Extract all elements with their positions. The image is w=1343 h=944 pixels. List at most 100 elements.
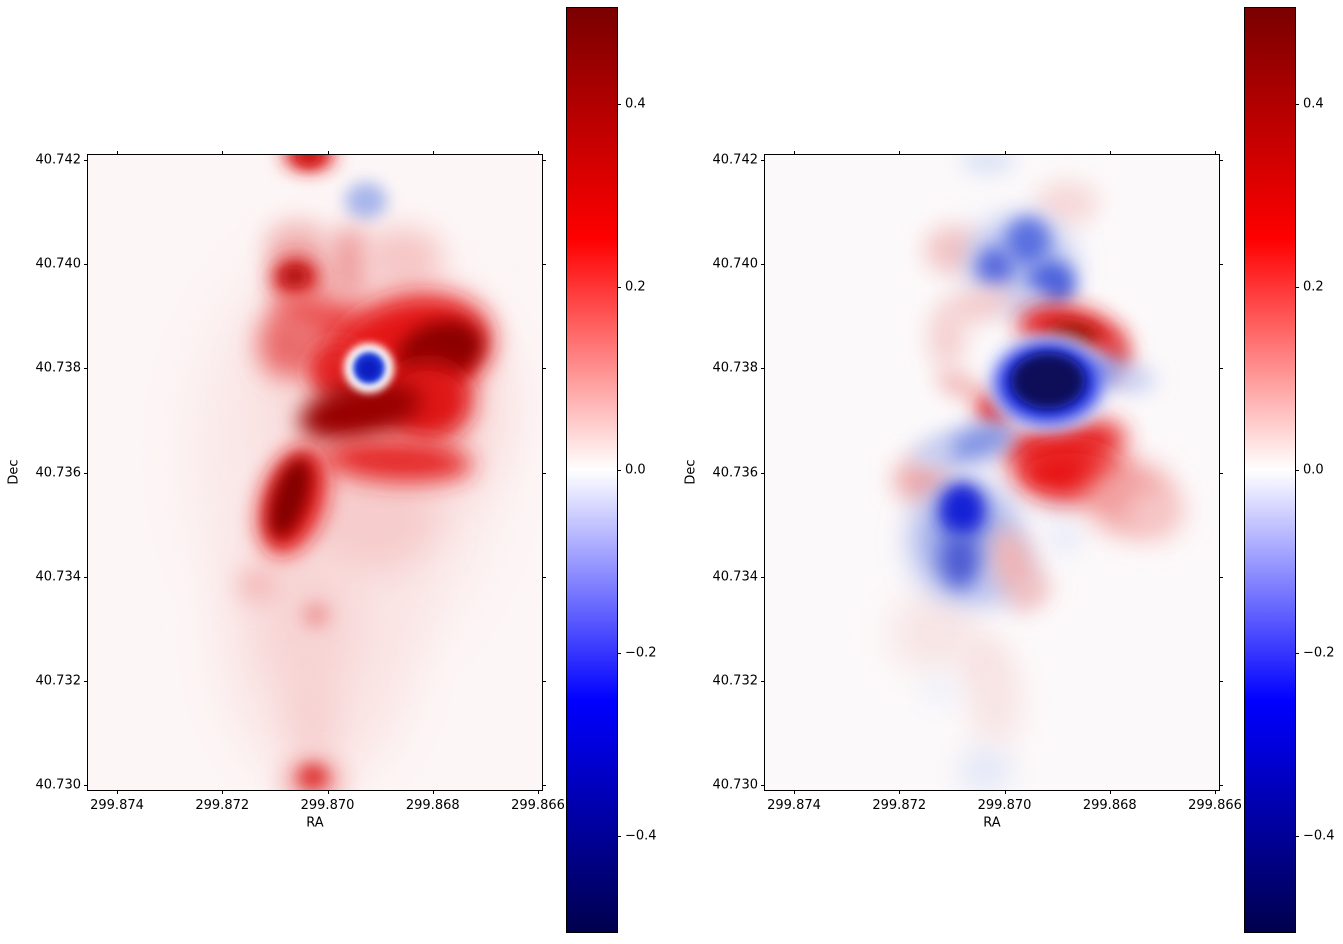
y-tick-label: 40.736: [712, 465, 759, 480]
right-heatmap-image: [890, 155, 1183, 790]
y-tick-mark: [761, 680, 765, 682]
y-tick-mark-right: [1219, 680, 1223, 682]
colorbar-tick-label: 0.4: [625, 96, 646, 112]
y-tick-label: 40.732: [712, 673, 759, 689]
y-tick-mark-right: [542, 368, 546, 370]
y-tick-label: 40.734: [712, 569, 759, 585]
heatmap-blob: [960, 155, 1016, 175]
colorbar-tick-mark: [1295, 470, 1299, 471]
x-tick-label: 299.872: [195, 798, 250, 813]
x-tick-mark: [432, 790, 434, 794]
heatmap-blob: [939, 483, 985, 537]
x-tick-label: 299.870: [300, 798, 355, 813]
x-tick-mark-top: [327, 151, 329, 155]
heatmap-blob: [269, 457, 311, 539]
colorbar-tick-mark: [617, 287, 621, 289]
y-tick-mark-right: [542, 576, 546, 578]
y-tick-mark: [84, 785, 88, 787]
heatmap-blob: [298, 468, 438, 572]
x-tick-mark-top: [432, 151, 434, 155]
y-tick-mark: [761, 160, 765, 161]
y-tick-mark-right: [1219, 785, 1223, 787]
heatmap-blob: [298, 764, 328, 790]
heatmap-blob: [296, 155, 322, 165]
colorbar-tick-mark: [1295, 287, 1299, 289]
colorbar-tick-label: 0.2: [1303, 279, 1324, 295]
heatmap-blob: [323, 439, 473, 483]
left-heatmap-image: [193, 155, 508, 790]
colorbar-tick-mark: [1295, 652, 1299, 654]
heatmap-blob: [303, 603, 329, 627]
x-tick-mark: [1215, 790, 1216, 794]
heatmap-blob: [328, 227, 372, 299]
y-tick-label: 40.738: [712, 360, 759, 376]
heatmap-blob: [977, 248, 1013, 288]
y-tick-label: 40.740: [35, 256, 82, 272]
y-tick-mark-right: [1219, 160, 1223, 161]
heatmap-blob: [924, 674, 960, 706]
heatmap-blob: [969, 655, 1021, 751]
colorbar-tick-label: −0.2: [1303, 645, 1335, 661]
y-tick-label: 40.742: [712, 152, 759, 168]
heatmap-blob: [286, 670, 338, 760]
x-tick-mark: [899, 790, 901, 794]
x-tick-label: 299.874: [767, 798, 821, 813]
x-tick-mark-top: [899, 151, 901, 155]
right-heatmap-plot: [764, 154, 1220, 791]
heatmap-blob: [990, 528, 1036, 598]
heatmap-blob: [265, 221, 329, 273]
heatmap-blob: [890, 593, 980, 673]
heatmap-blob: [894, 458, 950, 502]
colorbar-tick-label: 0.2: [625, 279, 646, 295]
y-tick-label: 40.736: [35, 465, 82, 480]
y-tick-mark-right: [1219, 472, 1223, 474]
y-tick-label: 40.740: [712, 256, 759, 272]
y-tick-mark: [761, 264, 765, 266]
right-colorbar: [1244, 7, 1296, 933]
x-tick-mark-top: [1004, 151, 1006, 155]
y-tick-mark: [84, 472, 88, 474]
y-tick-label: 40.738: [35, 360, 82, 376]
heatmap-blob: [911, 437, 955, 467]
left-x-axis-label: RA: [306, 815, 324, 831]
x-tick-label: 299.868: [405, 798, 460, 813]
heatmap-blob: [299, 380, 421, 442]
x-tick-label: 299.868: [1082, 798, 1137, 813]
colorbar-tick-label: −0.4: [1303, 828, 1335, 844]
heatmap-blob: [1011, 353, 1085, 409]
x-tick-mark-top: [538, 151, 539, 155]
x-tick-mark: [1109, 790, 1111, 794]
x-tick-mark: [1004, 790, 1006, 794]
x-tick-mark: [222, 790, 224, 794]
y-tick-mark: [761, 368, 765, 370]
y-tick-label: 40.732: [35, 673, 82, 689]
colorbar-tick-mark: [617, 470, 621, 471]
y-tick-mark: [84, 160, 88, 161]
y-tick-label: 40.730: [712, 777, 759, 793]
x-tick-label: 299.866: [511, 798, 565, 813]
colorbar-tick-label: 0.4: [1303, 96, 1324, 112]
y-tick-mark: [84, 368, 88, 370]
y-tick-mark: [761, 785, 765, 787]
x-tick-mark-top: [117, 151, 118, 155]
colorbar-tick-mark: [617, 652, 621, 654]
y-tick-mark-right: [1219, 368, 1223, 370]
heatmap-blob: [238, 567, 278, 603]
y-tick-mark-right: [1219, 576, 1223, 578]
heatmap-blob: [1050, 523, 1080, 553]
x-tick-mark: [794, 790, 795, 794]
colorbar-tick-label: 0.0: [1303, 462, 1324, 478]
colorbar-tick-mark: [617, 104, 621, 106]
y-tick-label: 40.734: [35, 569, 82, 585]
x-tick-mark-top: [222, 151, 224, 155]
y-tick-mark: [84, 576, 88, 578]
heatmap-blob: [941, 532, 979, 588]
x-tick-label: 299.872: [872, 798, 927, 813]
x-tick-mark: [327, 790, 329, 794]
colorbar-tick-label: −0.2: [625, 645, 657, 661]
y-tick-mark: [761, 472, 765, 474]
heatmap-blob: [1006, 217, 1050, 265]
x-tick-mark-top: [1215, 151, 1216, 155]
colorbar-tick-mark: [617, 835, 621, 837]
